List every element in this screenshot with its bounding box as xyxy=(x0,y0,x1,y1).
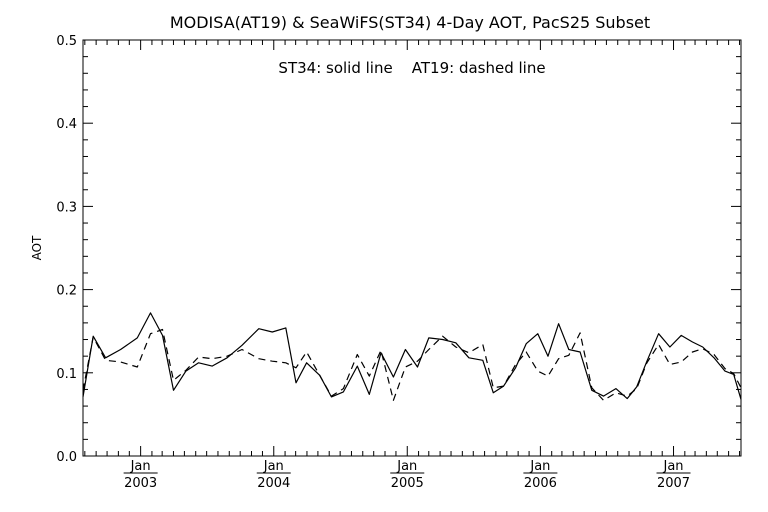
y-tick-label: 0.5 xyxy=(56,34,77,49)
series-line-at19 xyxy=(82,328,742,401)
y-tick-label: 0.1 xyxy=(56,367,77,382)
axes-layer: 0.0 0.1 0.2 0.3 0.4 0.5 Jan 2003 Jan 2004 Jan 2005 J… xyxy=(56,34,741,491)
y-tick-label: 0.0 xyxy=(56,450,77,465)
x-tick-year: 2007 xyxy=(657,476,690,491)
x-tick-year: 2006 xyxy=(524,476,557,491)
y-tick-label: 0.3 xyxy=(56,200,77,215)
x-tick-month: Jan xyxy=(662,459,683,474)
x-tick-month: Jan xyxy=(263,459,284,474)
chart-title: MODISA(AT19) & SeaWiFS(ST34) 4-Day AOT, … xyxy=(170,13,650,32)
x-tick-year: 2005 xyxy=(391,476,424,491)
x-tick-month: Jan xyxy=(529,459,550,474)
x-tick-year: 2004 xyxy=(257,476,290,491)
y-axis-label: AOT xyxy=(30,235,44,260)
x-tick-month: Jan xyxy=(130,459,151,474)
y-tick-label: 0.2 xyxy=(56,284,77,299)
x-tick-year: 2003 xyxy=(124,476,157,491)
x-tick-month: Jan xyxy=(396,459,417,474)
series-layer xyxy=(82,312,742,401)
legend-annotation: ST34: solid line AT19: dashed line xyxy=(278,59,545,77)
y-tick-label: 0.4 xyxy=(56,117,77,132)
plot-frame xyxy=(82,39,742,457)
series-line-st34 xyxy=(82,312,742,400)
